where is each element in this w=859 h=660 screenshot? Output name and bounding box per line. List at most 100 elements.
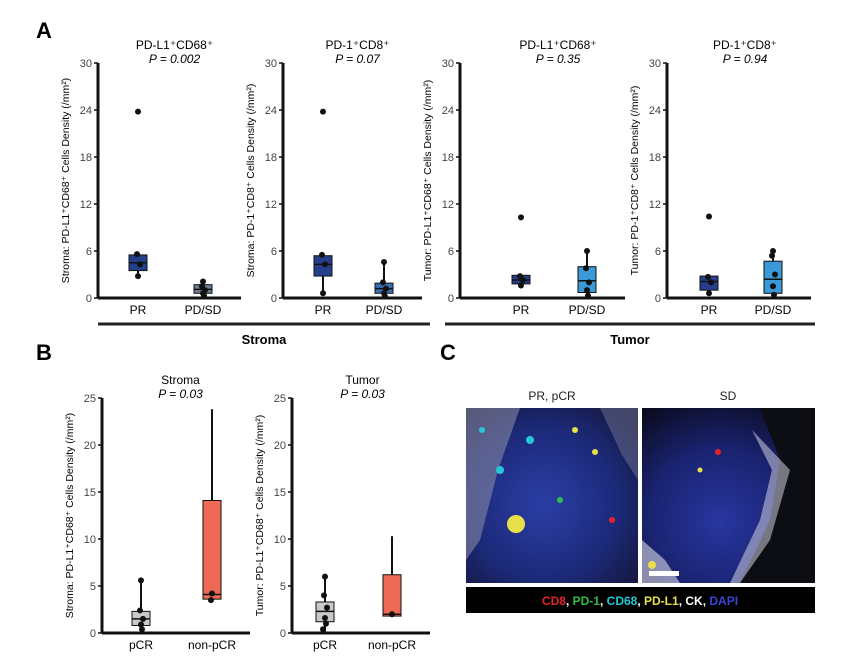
- data-point: [201, 292, 207, 299]
- y-tick-label: 5: [90, 581, 96, 593]
- chart-1: PD-L1⁺CD68⁺P = 0.002 0 6 12 18 24 30 Stroma: PD…: [60, 38, 241, 317]
- chart-pvalue: P = 0.07: [335, 52, 381, 66]
- y-tick-label: 0: [86, 293, 92, 305]
- data-point: [319, 251, 325, 258]
- data-point: [770, 283, 776, 290]
- data-point: [137, 261, 143, 268]
- data-point: [322, 614, 328, 621]
- legend-pdl1: PD-L1: [644, 594, 679, 608]
- chart-title: PD-1⁺CD8⁺: [713, 38, 777, 52]
- data-point: [320, 290, 326, 297]
- chart-title: PD-1⁺CD8⁺: [325, 38, 389, 52]
- y-tick-label: 30: [80, 58, 92, 70]
- data-point: [381, 258, 387, 265]
- legend-sep: ,: [637, 594, 644, 608]
- y-tick-label: 15: [274, 487, 286, 499]
- data-point: [769, 252, 775, 259]
- y-tick-label: 24: [80, 105, 92, 117]
- y-tick-label: 30: [265, 58, 277, 70]
- data-point: [138, 621, 144, 628]
- y-tick-label: 12: [80, 199, 92, 211]
- y-tick-label: 24: [442, 105, 454, 117]
- data-point: [320, 626, 326, 633]
- legend-sep: ,: [703, 594, 710, 608]
- data-point: [200, 278, 206, 285]
- category-label: PR: [315, 303, 332, 317]
- y-axis-label: Tumor: PD-1⁺CD8⁺ Cells Density (/mm²): [629, 86, 641, 276]
- data-point: [772, 271, 778, 278]
- legend-cd68: CD68: [607, 594, 638, 608]
- y-tick-label: 20: [274, 440, 286, 452]
- y-tick-label: 18: [649, 152, 661, 164]
- category-label: PR: [701, 303, 718, 317]
- y-tick-label: 0: [271, 293, 277, 305]
- data-point: [584, 248, 590, 254]
- data-point: [321, 592, 327, 599]
- y-tick-label: 15: [84, 487, 96, 499]
- panel-label-c: C: [440, 340, 456, 365]
- chart-pvalue: P = 0.35: [536, 52, 581, 66]
- data-point: [770, 248, 776, 254]
- data-point: [584, 287, 590, 294]
- micrograph-right: [642, 408, 815, 583]
- y-tick-label: 30: [442, 58, 454, 70]
- legend-pd1: PD-1: [573, 594, 601, 608]
- y-axis-label: Stroma: PD-L1⁺CD68⁺ Cells Density (/mm²): [64, 413, 76, 618]
- y-axis-label: Stroma: PD-L1⁺CD68⁺ Cells Density (/mm²): [60, 78, 72, 283]
- data-point: [585, 292, 591, 299]
- category-label: non-pCR: [188, 638, 236, 652]
- y-tick-label: 30: [649, 58, 661, 70]
- data-point: [380, 279, 386, 286]
- group-label-tumor: Tumor: [610, 332, 649, 347]
- category-label: PR: [513, 303, 530, 317]
- data-point: [705, 273, 711, 280]
- y-axis-label: Tumor: PD-L1⁺CD68⁺ Cells Density (/mm²): [254, 415, 266, 616]
- data-point: [323, 620, 329, 627]
- chart-pvalue: P = 0.002: [149, 52, 201, 66]
- panel-label-b: B: [36, 340, 52, 365]
- chart-title: PD-L1⁺CD68⁺: [136, 38, 213, 52]
- data-point: [135, 108, 141, 115]
- chart-title: Stroma: [161, 373, 200, 387]
- y-tick-label: 12: [442, 199, 454, 211]
- y-tick-label: 10: [274, 534, 286, 546]
- chart-3: PD-L1⁺CD68⁺P = 0.35 0 6 12 18 24 30 Tumor: PD-L…: [422, 38, 625, 317]
- data-point: [135, 273, 141, 280]
- chart-title: Tumor: [345, 373, 379, 387]
- data-point: [389, 611, 395, 618]
- y-tick-label: 6: [448, 246, 454, 258]
- legend-sep: ,: [600, 594, 607, 608]
- data-point: [138, 577, 144, 584]
- chart-2: PD-1⁺CD8⁺P = 0.07 0 6 12 18 24 30 Stroma: PD-1⁺…: [245, 38, 422, 317]
- y-tick-label: 0: [90, 628, 96, 640]
- y-tick-label: 24: [649, 105, 661, 117]
- chart-4: PD-1⁺CD8⁺P = 0.94 0 6 12 18 24 30 Tumor: PD-1⁺C…: [629, 38, 811, 317]
- y-tick-label: 0: [655, 293, 661, 305]
- legend-cd8: CD8: [542, 594, 566, 608]
- category-label: pCR: [129, 638, 153, 652]
- y-tick-label: 25: [274, 393, 286, 405]
- box: [202, 499, 222, 600]
- data-point: [382, 293, 388, 300]
- data-point: [209, 590, 215, 597]
- y-tick-label: 18: [442, 152, 454, 164]
- y-axis-label: Stroma: PD-1⁺CD8⁺ Cells Density (/mm²): [245, 84, 257, 278]
- y-tick-label: 0: [280, 628, 286, 640]
- y-tick-label: 6: [271, 246, 277, 258]
- data-point: [139, 626, 145, 633]
- data-point: [520, 276, 526, 283]
- stain-legend: CD8, PD-1, CD68, PD-L1, CK, DAPI: [542, 594, 738, 608]
- group-label-stroma: Stroma: [242, 332, 288, 347]
- data-point: [518, 214, 524, 221]
- y-tick-label: 18: [265, 152, 277, 164]
- y-tick-label: 6: [86, 246, 92, 258]
- y-tick-label: 6: [655, 246, 661, 258]
- data-point: [706, 290, 712, 297]
- legend-dapi: DAPI: [709, 594, 738, 608]
- panel-label-a: A: [36, 18, 52, 43]
- chart-title: PD-L1⁺CD68⁺: [519, 38, 596, 52]
- box: [382, 574, 402, 617]
- y-axis-label: Tumor: PD-L1⁺CD68⁺ Cells Density (/mm²): [422, 80, 434, 281]
- data-point: [383, 285, 389, 292]
